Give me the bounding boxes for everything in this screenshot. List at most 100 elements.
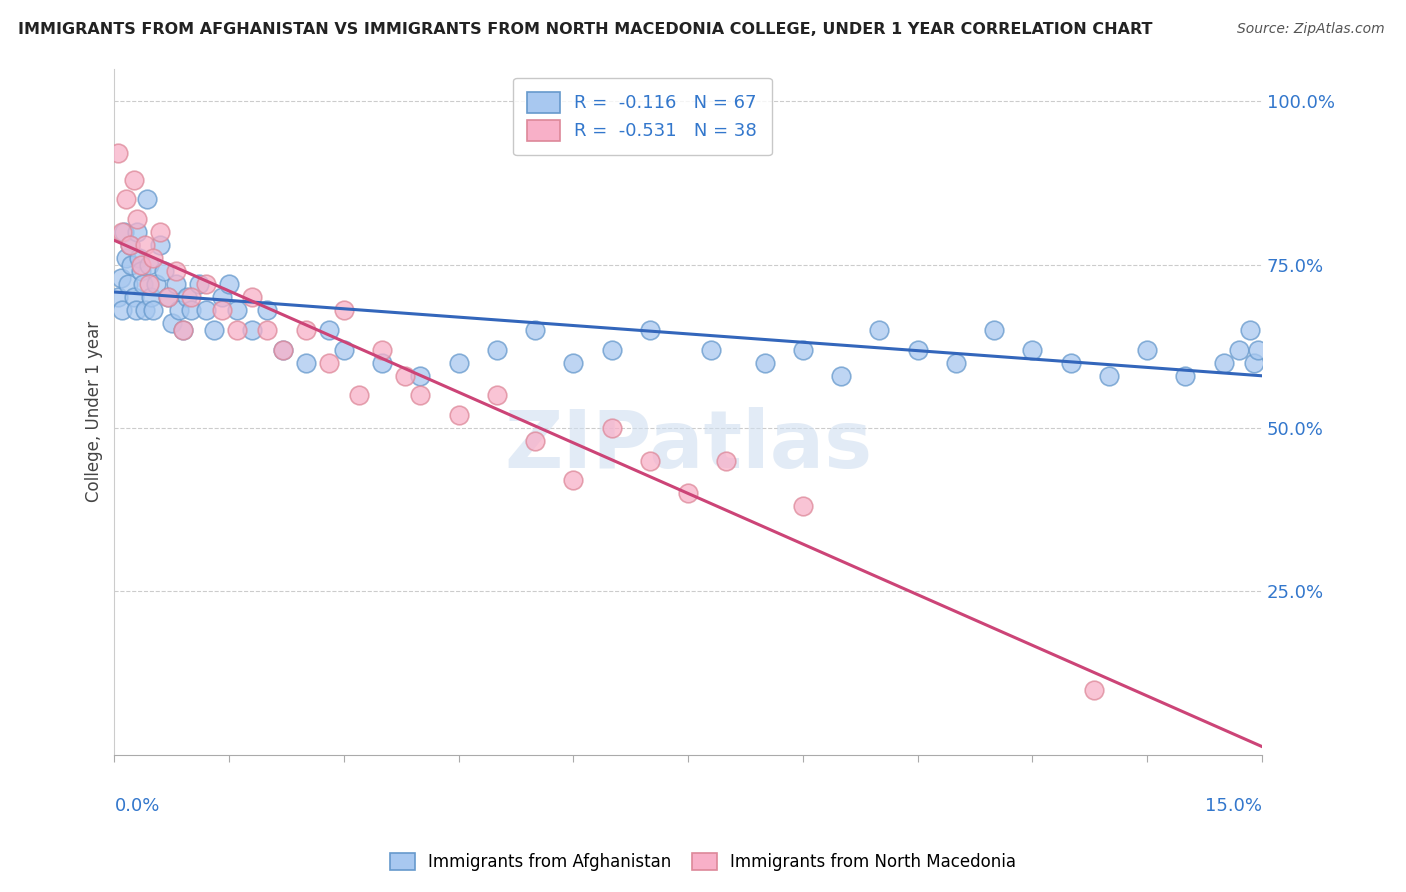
Point [240,290,263,304]
Point [169,303,191,318]
Point [145,277,167,292]
Point [139,290,162,304]
Point [700,343,723,357]
Point [792,500,814,514]
Point [294,356,316,370]
Point [485,343,508,357]
Point [1243,356,1265,370]
Legend: Immigrants from Afghanistan, Immigrants from North Macedonia: Immigrants from Afghanistan, Immigrants … [381,845,1025,880]
Point [138,277,160,292]
Point [1247,343,1270,357]
Point [294,323,316,337]
Point [149,225,172,239]
Text: 0.0%: 0.0% [114,797,160,814]
Point [128,251,150,265]
Text: IMMIGRANTS FROM AFGHANISTAN VS IMMIGRANTS FROM NORTH MACEDONIA COLLEGE, UNDER 1 : IMMIGRANTS FROM AFGHANISTAN VS IMMIGRANT… [18,22,1153,37]
Point [600,343,623,357]
Y-axis label: College, Under 1 year: College, Under 1 year [86,321,103,502]
Point [129,264,152,278]
Point [134,238,156,252]
Point [149,238,172,252]
Point [240,323,263,337]
Point [945,356,967,370]
Point [524,323,547,337]
Point [115,192,138,206]
Point [371,356,394,370]
Point [180,290,202,304]
Point [676,486,699,500]
Point [176,290,198,304]
Point [165,277,187,292]
Point [107,290,129,304]
Point [134,303,156,318]
Point [409,368,432,383]
Point [907,343,929,357]
Point [129,258,152,272]
Point [318,356,340,370]
Point [111,303,134,318]
Point [187,277,209,292]
Point [122,290,145,304]
Point [225,303,247,318]
Point [118,238,141,252]
Point [562,356,585,370]
Point [333,343,356,357]
Point [271,343,294,357]
Point [754,356,776,370]
Point [135,192,157,206]
Point [107,146,129,161]
Point [195,277,218,292]
Point [600,421,623,435]
Text: ZIPatlas: ZIPatlas [503,407,872,485]
Point [1136,343,1159,357]
Point [983,323,1005,337]
Point [142,303,165,318]
Point [125,303,148,318]
Point [792,343,814,357]
Point [127,211,149,226]
Point [524,434,547,449]
Point [153,264,176,278]
Point [115,251,138,265]
Point [202,323,225,337]
Point [271,343,294,357]
Point [716,454,738,468]
Point [160,317,183,331]
Point [172,323,194,337]
Text: Source: ZipAtlas.com: Source: ZipAtlas.com [1237,22,1385,37]
Point [165,264,187,278]
Point [120,258,142,272]
Point [132,277,155,292]
Text: 15.0%: 15.0% [1205,797,1263,814]
Point [638,454,661,468]
Point [1059,356,1081,370]
Point [371,343,394,357]
Point [218,277,240,292]
Point [111,225,134,239]
Point [394,368,416,383]
Point [1227,343,1250,357]
Point [112,225,135,239]
Point [118,238,141,252]
Point [447,408,470,422]
Point [638,323,661,337]
Point [256,303,278,318]
Point [117,277,139,292]
Point [562,474,585,488]
Point [347,388,370,402]
Point [1239,323,1261,337]
Point [156,290,179,304]
Point [447,356,470,370]
Point [1098,368,1121,383]
Legend: R =  -0.116   N = 67, R =  -0.531   N = 38: R = -0.116 N = 67, R = -0.531 N = 38 [513,78,772,155]
Point [225,323,247,337]
Point [1174,368,1197,383]
Point [138,258,160,272]
Point [830,368,852,383]
Point [211,303,233,318]
Point [110,270,132,285]
Point [409,388,432,402]
Point [211,290,233,304]
Point [127,225,149,239]
Point [256,323,278,337]
